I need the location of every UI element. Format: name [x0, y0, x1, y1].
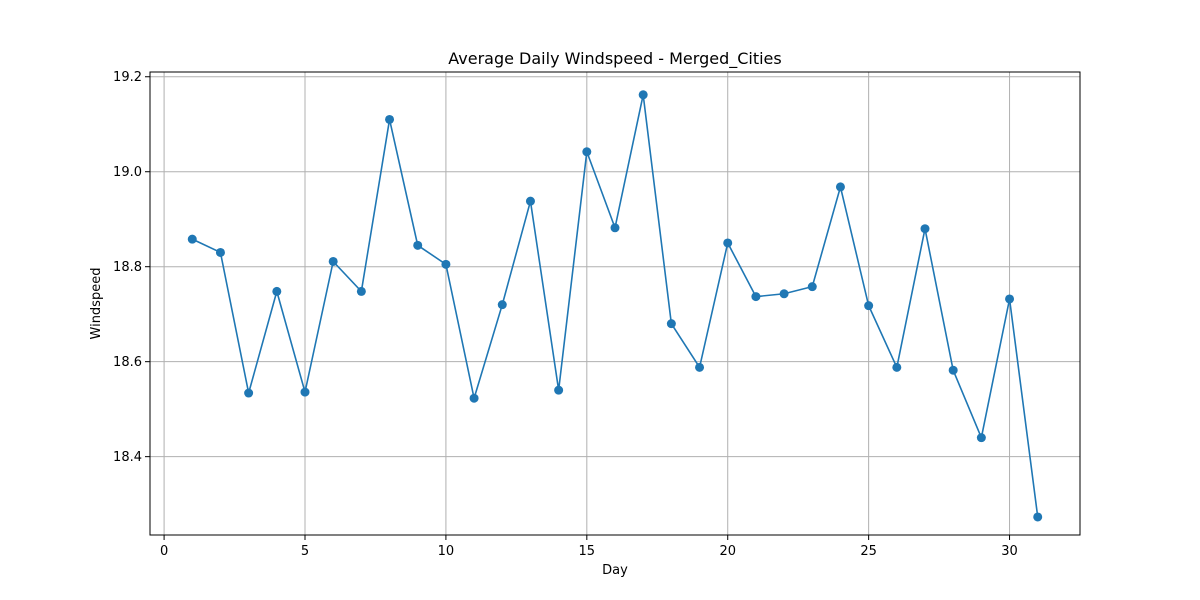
data-point: [751, 292, 761, 302]
data-point: [469, 393, 479, 403]
data-point: [892, 362, 902, 372]
y-axis: 18.4 18.6 18.8 19.0 19.2: [113, 70, 150, 465]
y-tick-label: 18.6: [113, 355, 142, 370]
data-point: [244, 388, 254, 398]
data-point: [723, 238, 733, 248]
data-point: [187, 234, 197, 244]
x-tick-label: 10: [438, 544, 455, 559]
data-point: [638, 90, 648, 100]
data-point: [695, 362, 705, 372]
x-tick-label: 5: [301, 544, 309, 559]
y-axis-label: Windspeed: [89, 268, 104, 340]
data-point: [413, 240, 423, 250]
data-point: [976, 433, 986, 443]
y-tick-label: 19.0: [113, 165, 142, 180]
data-point: [1033, 512, 1043, 522]
plot-frame: [149, 71, 1081, 536]
data-point: [920, 224, 930, 234]
data-point: [807, 282, 817, 292]
data-point: [215, 247, 225, 257]
data-point: [441, 259, 451, 269]
data-point: [864, 301, 874, 311]
series-line: [191, 94, 1039, 518]
data-point: [835, 182, 845, 192]
data-point: [525, 196, 535, 206]
x-axis: 0 5 10 15 20 25 30: [160, 535, 1018, 559]
x-axis-label: Day: [602, 563, 628, 578]
data-point: [328, 256, 338, 266]
data-point: [385, 114, 395, 124]
x-tick-label: 25: [860, 544, 877, 559]
y-tick-label: 19.2: [113, 70, 142, 85]
x-tick-label: 20: [719, 544, 736, 559]
data-point: [554, 385, 564, 395]
x-tick-label: 30: [1001, 544, 1018, 559]
data-point: [300, 387, 310, 397]
data-point: [272, 286, 282, 296]
y-tick-label: 18.8: [113, 260, 142, 275]
data-point: [356, 286, 366, 296]
data-point: [948, 365, 958, 375]
data-point: [497, 300, 507, 310]
y-tick-label: 18.4: [113, 450, 142, 465]
data-point: [1005, 294, 1015, 304]
x-tick-label: 15: [579, 544, 596, 559]
x-tick-label: 0: [160, 544, 168, 559]
windspeed-series: [187, 90, 1043, 522]
chart-title: Average Daily Windspeed - Merged_Cities: [448, 49, 781, 69]
data-point: [610, 223, 620, 233]
data-point: [779, 289, 789, 299]
data-point: [582, 147, 592, 157]
data-point: [666, 319, 676, 329]
